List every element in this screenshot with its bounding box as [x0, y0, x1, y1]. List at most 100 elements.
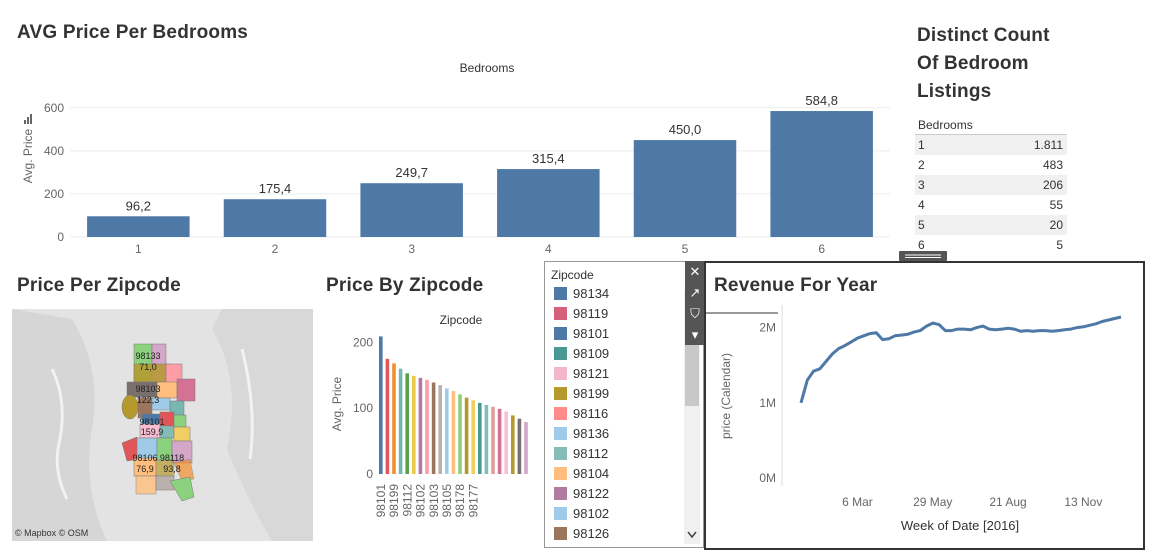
zipcode-map[interactable]: 98133 71,0 98103 122,3 98101 159,9 98106…: [12, 309, 313, 541]
legend-swatch: [554, 367, 567, 380]
zipcode-bar[interactable]: [412, 375, 416, 474]
x-tick-label: 6: [818, 242, 825, 256]
bar-bedrooms-5[interactable]: [633, 140, 737, 237]
count-cell: 1.811: [1033, 138, 1063, 152]
legend-item[interactable]: 98134: [545, 284, 703, 304]
y-tick-label: 0M: [759, 471, 776, 485]
map-label-76: 76,9: [136, 464, 154, 474]
zipcode-bar[interactable]: [385, 358, 390, 474]
more-options-icon[interactable]: ▾: [691, 327, 699, 342]
distinct-count-title-line3: Listings: [917, 81, 992, 102]
bar-value-label: 175,4: [259, 181, 292, 196]
bar-bedrooms-6[interactable]: [770, 111, 873, 237]
legend-item[interactable]: 98102: [545, 504, 703, 524]
scroll-down-icon[interactable]: [687, 531, 697, 539]
filter-icon[interactable]: ⛉: [690, 306, 700, 321]
bar-bedrooms-1[interactable]: [87, 216, 190, 237]
legend-item[interactable]: 98136: [545, 424, 703, 444]
legend-item[interactable]: 98126: [545, 524, 703, 544]
zipcode-legend[interactable]: Zipcode 98134 98119 98101 98109 98121 98199 98…: [544, 261, 704, 548]
zipcode-bar[interactable]: [418, 377, 423, 474]
x-tick-label: 2: [272, 242, 279, 256]
zipcode-bar[interactable]: [484, 404, 489, 474]
x-tick-label: 98102: [414, 484, 428, 518]
legend-item[interactable]: 98121: [545, 364, 703, 384]
zipcode-bar[interactable]: [517, 418, 522, 474]
bar-bedrooms-4[interactable]: [497, 169, 600, 237]
distinct-count-title-line2: Of Bedroom: [917, 53, 1029, 74]
zipcode-bar[interactable]: [438, 385, 442, 474]
popout-icon[interactable]: ↗: [689, 285, 701, 300]
map-attribution[interactable]: © Mapbox © OSM: [15, 528, 89, 538]
legend-item[interactable]: 98109: [545, 344, 703, 364]
zipcode-bar[interactable]: [451, 391, 456, 474]
close-icon[interactable]: ✕: [689, 264, 701, 279]
bar-value-label: 584,8: [805, 93, 838, 108]
zipcode-bar[interactable]: [471, 400, 475, 474]
zipcode-regions[interactable]: [121, 343, 196, 502]
revenue-panel[interactable]: [704, 261, 1145, 550]
zipcode-bar[interactable]: [405, 373, 409, 474]
bedrooms-axis-header: Bedrooms: [460, 61, 515, 75]
legend-swatch: [554, 387, 567, 400]
table-row[interactable]: 4 55: [915, 195, 1067, 215]
zipcode-bar[interactable]: [524, 421, 528, 474]
legend-item[interactable]: 98119: [545, 304, 703, 324]
chart-sort-icon[interactable]: [24, 114, 32, 124]
map-label-98118: 98118: [160, 453, 184, 463]
resize-handle[interactable]: [899, 251, 947, 261]
y-tick-label: 0: [57, 230, 64, 244]
legend-item[interactable]: 98104: [545, 464, 703, 484]
bar-bedrooms-2[interactable]: [223, 199, 327, 237]
zipcode-bar[interactable]: [425, 379, 429, 474]
zipcode-bar[interactable]: [504, 411, 508, 474]
y-tick-label: 0: [366, 467, 373, 481]
table-row[interactable]: 5 20: [915, 215, 1067, 235]
zipcode-bar[interactable]: [431, 382, 436, 474]
legend-item[interactable]: 98116: [545, 404, 703, 424]
legend-swatch: [554, 507, 567, 520]
zipcode-bar[interactable]: [497, 408, 502, 474]
legend-swatch: [554, 347, 567, 360]
table-row[interactable]: 2 483: [915, 155, 1067, 175]
zipcode-bar[interactable]: [392, 363, 396, 474]
table-row[interactable]: 3 206: [915, 175, 1067, 195]
legend-label: 98199: [573, 386, 610, 401]
x-tick-label: 98177: [466, 484, 480, 518]
x-tick-label: 98178: [453, 484, 467, 518]
x-tick-label: 98103: [427, 484, 441, 518]
revenue-title: Revenue For Year: [714, 275, 878, 296]
legend-label: 98104: [573, 466, 610, 481]
revenue-line[interactable]: [799, 315, 1122, 404]
legend-swatch: [554, 527, 567, 540]
map-label-122: 122,3: [137, 395, 160, 405]
map-label-71: 71,0: [139, 362, 157, 372]
zipcode-bar[interactable]: [445, 388, 449, 474]
legend-item[interactable]: 98112: [545, 444, 703, 464]
count-cell: 483: [1042, 158, 1063, 172]
zipcode-bar[interactable]: [379, 336, 383, 474]
zipcode-bar[interactable]: [491, 406, 495, 474]
zipcode-bar[interactable]: [464, 397, 469, 474]
bar-bedrooms-3[interactable]: [360, 183, 463, 237]
zipcode-bar[interactable]: [511, 415, 515, 474]
zipcode-bar[interactable]: [398, 368, 403, 474]
legend-label: 98112: [573, 446, 609, 461]
legend-item[interactable]: 98122: [545, 484, 703, 504]
avg-price-title: AVG Price Per Bedrooms: [17, 22, 249, 43]
x-tick-label: 98199: [387, 484, 401, 518]
x-tick-label: 98112: [400, 484, 414, 517]
price-by-zip-ylabel: Avg. Price: [330, 376, 344, 431]
map-label-98101: 98101: [139, 417, 164, 427]
legend-label: 98101: [573, 326, 610, 341]
legend-item[interactable]: 98199: [545, 384, 703, 404]
legend-label: 98126: [573, 526, 610, 541]
legend-swatch: [554, 467, 567, 480]
legend-label: 98121: [573, 366, 610, 381]
zipcode-bar[interactable]: [458, 394, 462, 474]
zipcode-bar[interactable]: [478, 402, 482, 474]
table-row[interactable]: 1 1.811: [915, 135, 1067, 155]
legend-item[interactable]: 98101: [545, 324, 703, 344]
